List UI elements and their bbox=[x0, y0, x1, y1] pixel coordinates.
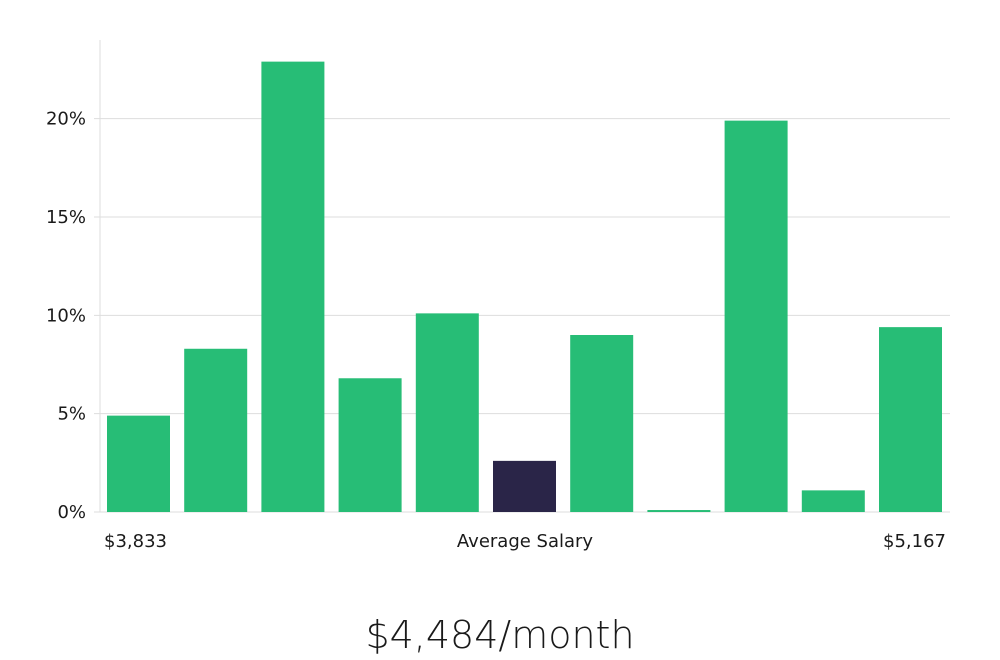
x-max-label: $5,167 bbox=[883, 531, 946, 552]
y-tick-label: 20% bbox=[46, 109, 86, 130]
bar bbox=[184, 348, 248, 512]
bar bbox=[107, 415, 170, 512]
y-axis-ticks: 0% 5% 10% 15% 20% bbox=[46, 109, 86, 523]
bar bbox=[338, 378, 402, 512]
bar bbox=[570, 335, 634, 512]
x-min-label: $3,833 bbox=[104, 531, 167, 552]
bar bbox=[879, 327, 942, 512]
y-tick-label: 15% bbox=[46, 207, 86, 228]
bar bbox=[724, 120, 788, 512]
bars bbox=[107, 61, 942, 513]
y-tick-label: 10% bbox=[46, 305, 86, 326]
average-salary-headline: $4,484/month bbox=[365, 613, 634, 657]
bar bbox=[647, 510, 711, 512]
x-axis-title: Average Salary bbox=[457, 531, 594, 552]
y-tick-label: 5% bbox=[57, 404, 86, 425]
bar bbox=[415, 313, 479, 512]
bar bbox=[261, 61, 325, 513]
y-tick-label: 0% bbox=[57, 502, 86, 523]
bar bbox=[801, 490, 865, 512]
bar-highlighted bbox=[493, 460, 556, 512]
